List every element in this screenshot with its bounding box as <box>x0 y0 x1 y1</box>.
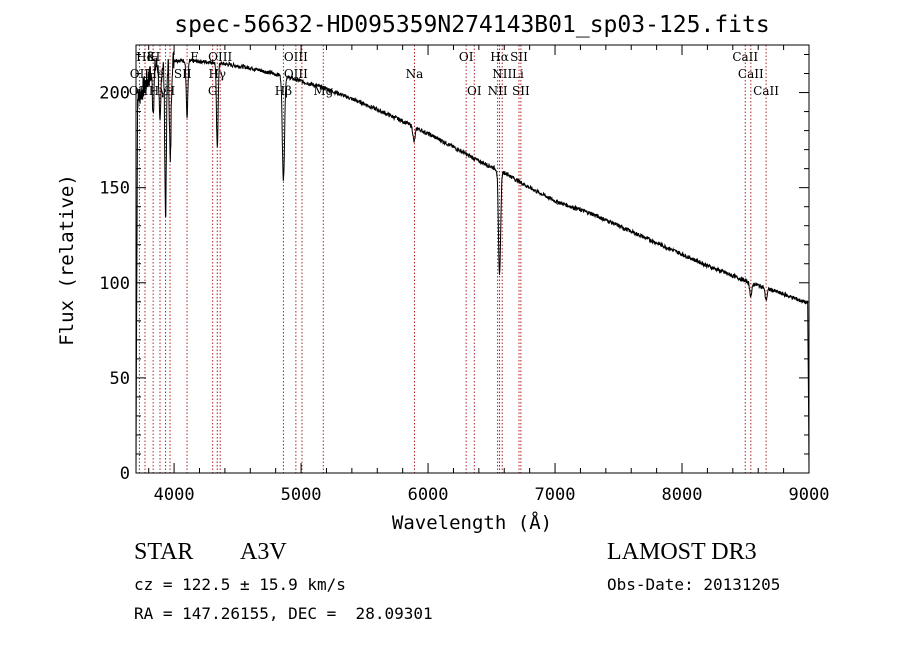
y-tick-label: 50 <box>110 369 130 389</box>
object-class: STAR <box>134 539 194 565</box>
line-label: SII <box>510 50 528 64</box>
y-axis: 0 50 100 150 200 <box>99 54 809 484</box>
line-label: F <box>190 50 198 64</box>
line-label: NII <box>488 84 508 98</box>
x-axis: 4000 5000 6000 7000 8000 9000 <box>148 45 830 505</box>
line-label: H <box>165 84 175 98</box>
plot-frame <box>135 44 810 474</box>
line-label: Hδ <box>136 50 154 64</box>
line-label: CaII <box>753 84 779 98</box>
redshift-value: cz = 122.5 ± 15.9 km/s <box>134 575 346 594</box>
line-label: OIII <box>208 50 232 64</box>
coordinates: RA = 147.26155, DEC = 28.09301 <box>134 604 433 623</box>
spectrum-line <box>135 50 810 474</box>
obs-date: Obs-Date: 20131205 <box>607 575 781 594</box>
y-tick-label: 150 <box>99 179 130 199</box>
line-label: Na <box>406 67 424 81</box>
line-label: G <box>208 84 218 98</box>
y-tick-label: 100 <box>99 274 130 294</box>
line-label: Hγ <box>208 67 226 81</box>
line-label: H <box>150 50 160 64</box>
line-label: Hγ <box>149 84 167 98</box>
x-tick-label: 9000 <box>789 485 830 505</box>
y-axis-label: Flux (relative) <box>56 174 78 346</box>
x-tick-label: 6000 <box>408 485 449 505</box>
line-label: SII <box>174 67 192 81</box>
line-label: K <box>147 50 157 64</box>
line-label: NII <box>492 67 512 81</box>
x-axis-label: Wavelength (Å) <box>392 511 552 534</box>
line-label: Li <box>512 67 524 81</box>
line-label: Hβ <box>275 84 292 98</box>
line-label: Mg <box>313 84 333 98</box>
line-label: SII <box>512 84 530 98</box>
line-label: OI <box>467 84 482 98</box>
y-tick-label: 0 <box>120 464 130 484</box>
line-markers <box>138 45 767 473</box>
line-label: OIII <box>284 50 308 64</box>
y-tick-label: 200 <box>99 84 130 104</box>
line-label: CaII <box>732 50 758 64</box>
line-label: Hα <box>490 50 509 64</box>
line-label: CaII <box>738 67 764 81</box>
survey-name: LAMOST DR3 <box>607 539 757 565</box>
spectrum-plot: spec-56632-HD095359N274143B01_sp03-125.f… <box>56 12 830 534</box>
chart-title: spec-56632-HD095359N274143B01_sp03-125.f… <box>174 12 769 38</box>
line-label: OI <box>459 50 474 64</box>
x-tick-label: 4000 <box>154 485 195 505</box>
x-tick-label: 8000 <box>662 485 703 505</box>
x-tick-label: 5000 <box>281 485 322 505</box>
x-tick-label: 7000 <box>535 485 576 505</box>
spectral-subclass: A3V <box>240 539 287 565</box>
